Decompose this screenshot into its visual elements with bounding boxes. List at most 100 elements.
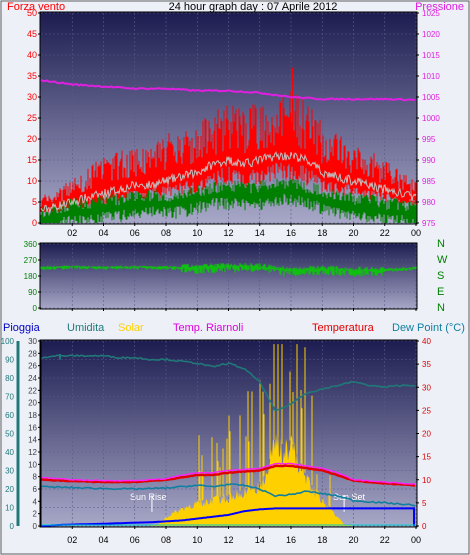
wind-x-tick-label: 04 — [98, 228, 108, 238]
solar-label: Solar — [118, 322, 144, 334]
gust-series — [40, 178, 417, 223]
temperature-y-tick-label: 10 — [422, 476, 431, 485]
rain-y-tick-label: 20 — [5, 485, 14, 494]
atmo-x-tick-label: 00 — [411, 535, 421, 545]
humidity-y-tick-label: 8 — [33, 473, 38, 482]
humidity-y-tick-label: 4 — [33, 497, 38, 506]
pressure-y-tick-label: 990 — [422, 156, 436, 165]
direction-y-tick-label: 180 — [24, 272, 38, 281]
direction-y-tick-label: 270 — [24, 256, 38, 265]
wind-x-tick-label: 18 — [317, 228, 327, 238]
heat-index-series — [41, 462, 416, 485]
temperature-y-tick-label: 15 — [422, 453, 431, 462]
atmo-x-tick-label: 08 — [161, 535, 171, 545]
wind-y-tick-label: 30 — [27, 92, 37, 102]
humidity-y-tick-label: 26 — [28, 362, 37, 371]
pressure-y-tick-label: 1005 — [422, 93, 440, 102]
rain-series — [40, 507, 415, 527]
rain-y-tick-label: 50 — [5, 430, 14, 439]
atmo-x-tick-label: 06 — [130, 535, 140, 545]
pressure-y-tick-label: 980 — [422, 198, 436, 207]
humidity-y-tick-label: 14 — [28, 436, 37, 445]
temperature-label: Temperatura — [312, 322, 375, 334]
humidity-y-tick-label: 30 — [28, 337, 37, 346]
temperature-y-tick-label: 35 — [422, 360, 431, 369]
atmo-x-tick-label: 22 — [380, 535, 390, 545]
wind-y-tick-label: 35 — [27, 71, 37, 81]
humidity-y-tick-label: 12 — [28, 448, 37, 457]
wind-x-tick-label: 06 — [130, 228, 140, 238]
wind-x-tick-label: 02 — [67, 228, 77, 238]
wind-average-series — [40, 151, 417, 213]
rain-y-tick-label: 70 — [5, 393, 14, 402]
wind-x-tick-label: 08 — [161, 228, 171, 238]
wind-x-tick-label: 22 — [380, 228, 390, 238]
direction-y-tick-label: 0 — [33, 304, 38, 313]
wind-y-tick-label: 25 — [27, 113, 37, 123]
atmo-x-tick-label: 14 — [255, 535, 265, 545]
wind-x-tick-label: 00 — [411, 228, 421, 238]
pressure-y-tick-label: 975 — [422, 219, 436, 228]
atmo-x-tick-label: 02 — [67, 535, 77, 545]
rain-y-tick-label: 60 — [5, 411, 14, 420]
compass-label: E — [437, 286, 444, 298]
temperature-y-tick-label: 20 — [422, 430, 431, 439]
atmo-x-tick-label: 20 — [348, 535, 358, 545]
wind-axis-title: Forza vento — [7, 1, 65, 13]
atmo-x-tick-label: 12 — [223, 535, 233, 545]
humidity-y-tick-label: 2 — [33, 510, 38, 519]
compass-label: S — [437, 270, 444, 282]
compass-label: N — [437, 302, 445, 314]
rain-label: Pioggia — [3, 322, 41, 334]
wind-y-tick-label: 10 — [27, 176, 37, 186]
humidity-y-tick-label: 20 — [28, 399, 37, 408]
rain-y-tick-label: 90 — [5, 356, 14, 365]
humidity-y-tick-label: 16 — [28, 423, 37, 432]
rain-y-tick-label: 30 — [5, 467, 14, 476]
wind-y-tick-label: 45 — [27, 29, 37, 39]
rain-y-tick-label: 80 — [5, 374, 14, 383]
humidity-y-tick-label: 22 — [28, 386, 37, 395]
pressure-y-tick-label: 1020 — [422, 30, 440, 39]
pressure-y-tick-label: 1015 — [422, 51, 440, 60]
atmo-x-tick-label: 16 — [286, 535, 296, 545]
direction-y-tick-label: 90 — [28, 288, 37, 297]
atmo-x-tick-label: 10 — [192, 535, 202, 545]
wind-x-tick-label: 16 — [286, 228, 296, 238]
humidity-y-tick-label: 10 — [28, 460, 37, 469]
solar-area — [41, 429, 416, 526]
temperature-y-tick-label: 40 — [422, 337, 431, 346]
dew-point-label: Dew Point (°C) — [392, 322, 465, 334]
rain-y-tick-label: 0 — [10, 522, 15, 531]
wind-x-tick-label: 12 — [223, 228, 233, 238]
rain-y-tick-label: 40 — [5, 448, 14, 457]
humidity-y-tick-label: 0 — [33, 522, 38, 531]
wind-y-tick-label: 0 — [32, 218, 37, 228]
humidity-series — [40, 354, 416, 412]
wind-y-tick-label: 50 — [27, 8, 37, 18]
humidity-y-tick-label: 24 — [28, 374, 37, 383]
wind-y-tick-label: 5 — [32, 197, 37, 207]
wind-y-tick-label: 40 — [27, 50, 37, 60]
sun-set-label: Sun Set — [333, 492, 366, 502]
direction-y-tick-label: 360 — [24, 240, 38, 249]
dew-point-series — [40, 483, 416, 507]
atmo-x-tick-label: 18 — [317, 535, 327, 545]
pressure-axis-title: Pressione — [415, 1, 464, 13]
temperature-y-tick-label: 5 — [422, 499, 427, 508]
humidity-y-tick-label: 6 — [33, 485, 38, 494]
rain-y-tick-label: 10 — [5, 504, 14, 513]
humidity-y-tick-label: 18 — [28, 411, 37, 420]
rain-y-tick-label: 100 — [1, 337, 15, 346]
pressure-y-tick-label: 1000 — [422, 114, 440, 123]
atmo-x-tick-label: 04 — [98, 535, 108, 545]
pressure-y-tick-label: 985 — [422, 177, 436, 186]
temperature-series — [41, 464, 416, 487]
wind-y-tick-label: 20 — [27, 134, 37, 144]
pressure-y-tick-label: 1025 — [422, 9, 440, 18]
pressure-series — [40, 79, 416, 102]
humidity-label: Umidita — [67, 322, 105, 334]
temperature-y-tick-label: 0 — [422, 522, 427, 531]
